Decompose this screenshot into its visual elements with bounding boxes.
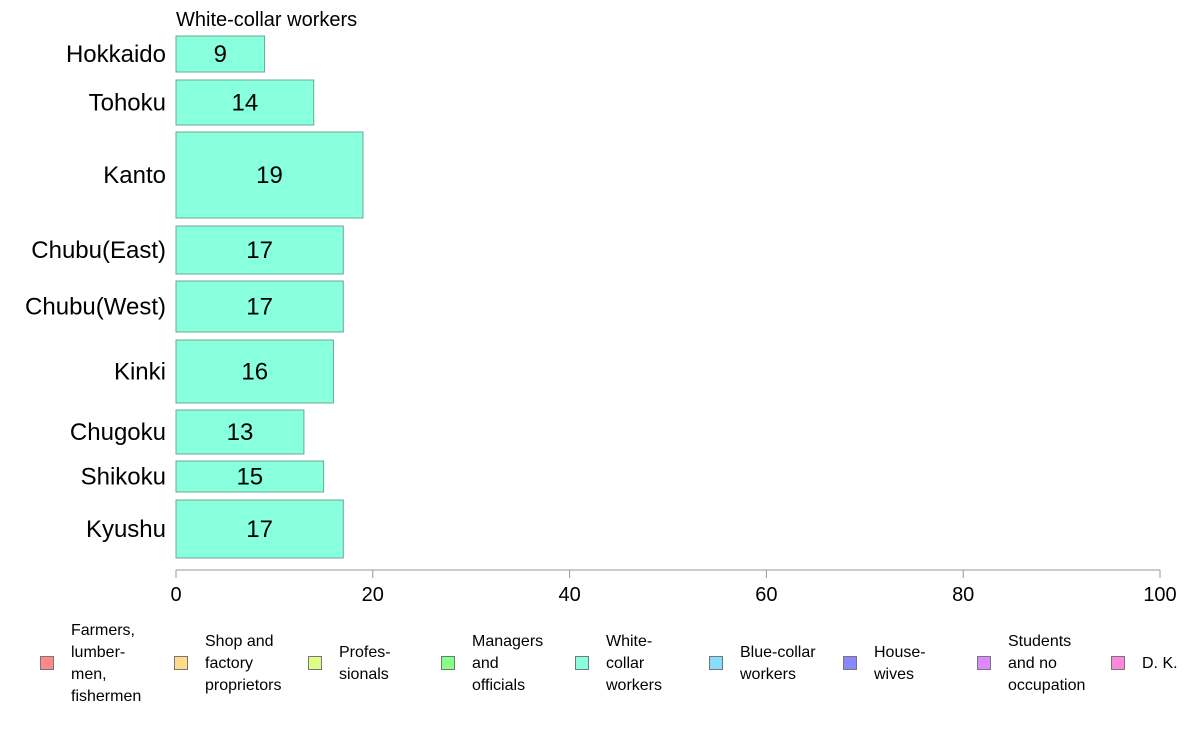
bar-chugoku — [175, 409, 305, 455]
chart-title: White-collar workers — [176, 9, 357, 31]
legend-swatch — [40, 656, 54, 670]
legend-item: Students and no occupation — [977, 620, 1085, 697]
legend-swatch — [441, 656, 455, 670]
legend-label: Shop and factory proprietors — [205, 633, 282, 694]
legend-item: Shop and factory proprietors — [174, 620, 281, 697]
category-label: Shikoku — [81, 464, 166, 491]
legend-item: Blue-collar workers — [709, 620, 816, 686]
data-label: 17 — [246, 237, 273, 264]
bar-chart: White-collar workers Hokkaido 9 Tohoku 14 Ka… — [25, 9, 1177, 606]
bar-shikoku — [175, 460, 325, 493]
x-tick-label: 100 — [1143, 584, 1176, 606]
legend-label: Farmers, lumber- men, fishermen — [71, 622, 142, 705]
legend-item: House- wives — [843, 620, 926, 686]
legend-swatch — [308, 656, 322, 670]
bar-kanto — [175, 131, 364, 219]
category-label: Kyushu — [86, 516, 166, 543]
bars-group: Hokkaido 9 Tohoku 14 Kanto 19 Chubu(East) 17 Chu… — [25, 35, 364, 559]
legend: Farmers, lumber- men, fishermen Shop and … — [0, 620, 1188, 720]
legend-swatch — [174, 656, 188, 670]
legend-item: D. K. — [1111, 620, 1178, 675]
category-label: Chugoku — [70, 419, 166, 446]
data-label: 16 — [241, 359, 268, 386]
category-label: Chubu(West) — [25, 294, 166, 321]
legend-label: Students and no occupation — [1008, 633, 1086, 694]
legend-swatch — [1111, 656, 1125, 670]
bar-hokkaido — [175, 35, 266, 73]
bar-tohoku — [175, 79, 315, 126]
legend-swatch — [709, 656, 723, 670]
legend-item: Managers and officials — [441, 620, 543, 697]
category-label: Hokkaido — [66, 41, 166, 68]
legend-label: Profes- sionals — [339, 644, 391, 683]
data-label: 9 — [214, 41, 227, 68]
x-tick-label: 40 — [558, 584, 580, 606]
bar-kyushu — [175, 499, 344, 559]
data-label: 17 — [246, 516, 273, 543]
data-label: 19 — [256, 162, 283, 189]
legend-swatch — [575, 656, 589, 670]
legend-label: House- wives — [874, 644, 926, 683]
legend-label: Managers and officials — [472, 633, 544, 694]
legend-item: Profes- sionals — [308, 620, 391, 686]
data-label: 15 — [236, 464, 263, 491]
legend-swatch — [843, 656, 857, 670]
category-label: Chubu(East) — [31, 237, 166, 264]
category-label: Kanto — [103, 162, 166, 189]
legend-swatch — [977, 656, 991, 670]
legend-label: White- collar workers — [606, 633, 663, 694]
data-label: 13 — [227, 419, 254, 446]
x-tick-label: 60 — [755, 584, 777, 606]
legend-item: White- collar workers — [575, 620, 662, 697]
bar-chubu-east- — [175, 225, 344, 275]
data-label: 14 — [232, 90, 259, 117]
category-label: Tohoku — [89, 90, 166, 117]
legend-label: D. K. — [1142, 655, 1178, 672]
x-tick-label: 80 — [952, 584, 974, 606]
x-axis: 0 20 40 60 80 100 — [170, 569, 1177, 606]
x-tick-label: 20 — [362, 584, 384, 606]
legend-label: Blue-collar workers — [740, 644, 816, 683]
bar-kinki — [175, 339, 334, 404]
category-label: Kinki — [114, 359, 166, 386]
legend-item: Farmers, lumber- men, fishermen — [40, 620, 141, 708]
data-label: 17 — [246, 294, 273, 321]
x-tick-label: 0 — [170, 584, 181, 606]
bar-chubu-west- — [175, 280, 344, 333]
